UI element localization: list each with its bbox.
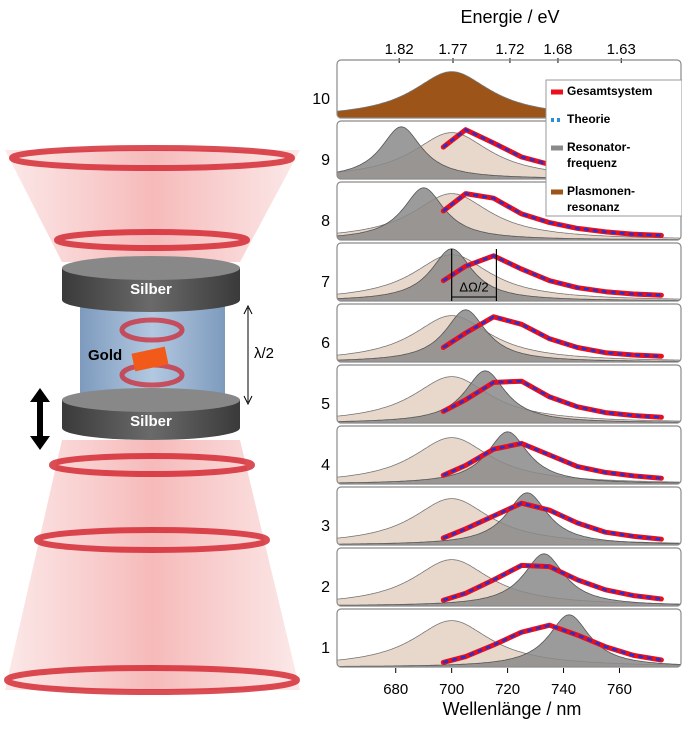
theory-line: [442, 379, 662, 419]
x2-tick-label: 1.68: [543, 41, 572, 58]
x2-tick-label: 1.77: [438, 41, 467, 58]
resonator-curve: [337, 431, 681, 484]
x-tick-label: 700: [439, 681, 464, 698]
theory-line: [442, 254, 662, 297]
panel-frame: [336, 242, 682, 302]
resonator-curve: [337, 248, 681, 301]
panel: [337, 309, 681, 362]
legend-label: resonanz: [567, 200, 620, 214]
x-tick-label: 760: [607, 681, 632, 698]
panel-label: 4: [321, 457, 330, 474]
resonator-curve: [337, 553, 681, 606]
x-axis-title: Wellenlänge / nm: [443, 699, 582, 719]
theory-line: [442, 315, 662, 358]
annotation-text: ΔΩ/2: [459, 279, 488, 294]
panel: [337, 431, 681, 484]
panel-label: 6: [321, 335, 330, 352]
resonator-curve: [337, 309, 681, 362]
panel: [337, 187, 681, 240]
panel-frame: [336, 425, 682, 485]
legend-label: frequenz: [567, 156, 617, 170]
legend-label: Resonator-: [567, 140, 630, 154]
x2-tick-label: 1.63: [607, 41, 636, 58]
legend-label: Gesamtsystem: [567, 84, 652, 98]
panel-label: 7: [321, 274, 330, 291]
theory-line: [442, 501, 662, 541]
panel: [337, 553, 681, 606]
legend-label: Theorie: [567, 112, 611, 126]
panel-label: 2: [321, 579, 330, 596]
theory-line: [442, 442, 662, 480]
x2-tick-label: 1.72: [495, 41, 524, 58]
legend-box: [545, 79, 682, 217]
panel: [337, 248, 681, 301]
particle-label: Gold: [88, 347, 122, 364]
panel-frame: [336, 608, 682, 668]
x-tick-label: 740: [551, 681, 576, 698]
panel-label: 9: [321, 152, 330, 169]
resonator-curve: [337, 187, 681, 240]
panel-frame: [336, 364, 682, 424]
legend-label: Plasmonen-: [567, 184, 635, 198]
length-label: λ/2: [254, 345, 274, 362]
panel-label: 8: [321, 213, 330, 230]
panel-frame: [336, 486, 682, 546]
mirror-label: Silber: [130, 413, 172, 430]
panel-label: 1: [321, 640, 330, 657]
panel-frame: [336, 303, 682, 363]
mirror-label: Silber: [130, 281, 172, 298]
panel-label: 5: [321, 396, 330, 413]
x-tick-label: 720: [495, 681, 520, 698]
x-tick-label: 680: [383, 681, 408, 698]
resonator-curve: [337, 614, 681, 667]
illustration: Silber Silber Gold λ/2: [4, 145, 300, 695]
theory-line: [442, 192, 662, 237]
panel: [337, 614, 681, 667]
panel: [337, 370, 681, 423]
resonator-curve: [337, 370, 681, 423]
panel-label: 3: [321, 518, 330, 535]
panel-label: 10: [312, 91, 330, 108]
panel: [337, 492, 681, 545]
theory-line: [442, 564, 662, 602]
x2-tick-label: 1.82: [385, 41, 414, 58]
theory-line: [442, 623, 662, 664]
top-axis-title: Energie / eV: [460, 7, 559, 27]
panel-frame: [336, 547, 682, 607]
